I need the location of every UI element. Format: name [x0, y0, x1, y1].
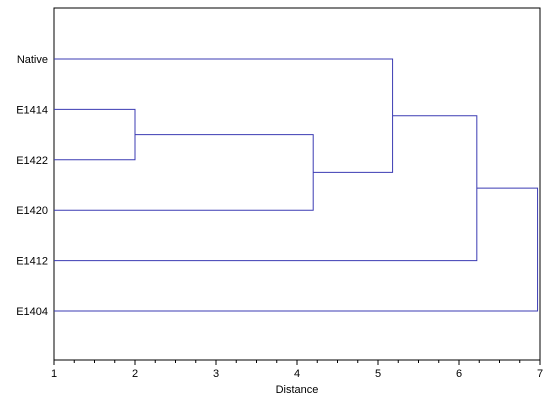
x-axis-title: Distance	[276, 384, 319, 396]
x-tick-label: 5	[375, 368, 381, 380]
x-axis-ticks	[53, 360, 541, 365]
x-tick-label: 1	[51, 368, 57, 380]
leaf-label-e1404: E1404	[16, 306, 48, 318]
leaf-label-e1420: E1420	[16, 205, 48, 217]
x-tick-label: 3	[213, 368, 219, 380]
leaf-label-e1412: E1412	[16, 256, 48, 268]
x-tick-label: 6	[456, 368, 462, 380]
leaf-label-e1422: E1422	[16, 155, 48, 167]
leaf-label-native: Native	[17, 54, 48, 66]
leaf-labels: Native E1414 E1422 E1420 E1412 E1404	[16, 54, 48, 318]
dendrogram-branches	[54, 58, 539, 312]
x-tick-label: 4	[294, 368, 300, 380]
merge-branch-5	[54, 187, 539, 312]
leaf-label-e1414: E1414	[16, 104, 48, 116]
x-tick-label: 2	[132, 368, 138, 380]
x-tick-label: 7	[537, 368, 543, 380]
x-axis-tick-labels: 1 2 3 4 5 6 7	[51, 368, 543, 380]
plot-frame	[53, 7, 541, 361]
